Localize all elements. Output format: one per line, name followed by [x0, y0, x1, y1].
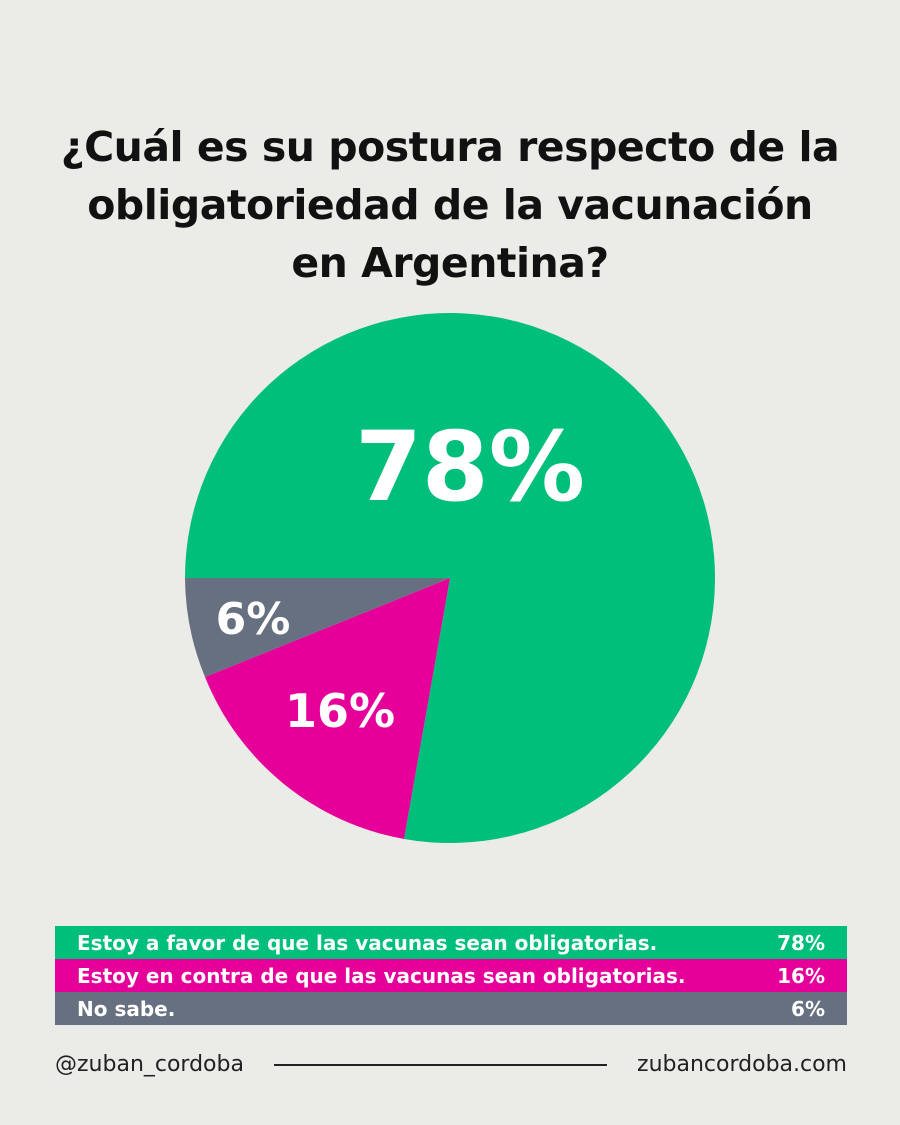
- chart-title: ¿Cuál es su postura respecto de la oblig…: [0, 118, 900, 292]
- pie-slice-contra: [205, 578, 450, 839]
- legend-row-contra: Estoy en contra de que las vacunas sean …: [55, 959, 847, 992]
- title-line: ¿Cuál es su postura respecto de la: [60, 123, 840, 171]
- pie-chart: 78% 16% 6%: [185, 313, 715, 844]
- legend-row-favor: Estoy a favor de que las vacunas sean ob…: [55, 926, 847, 959]
- pie-label-favor: 78%: [355, 411, 585, 523]
- pie-label-nosabe: 6%: [216, 594, 291, 645]
- social-handle: @zuban_cordoba: [55, 1052, 244, 1077]
- website-link: zubancordoba.com: [637, 1052, 847, 1077]
- legend-label: No sabe.: [77, 996, 176, 1021]
- title-line: en Argentina?: [291, 239, 609, 287]
- pie-label-contra: 16%: [285, 684, 395, 738]
- legend: Estoy a favor de que las vacunas sean ob…: [55, 926, 847, 1025]
- divider: [273, 1063, 608, 1066]
- footer: @zuban_cordoba zubancordoba.com: [55, 1052, 847, 1077]
- legend-label: Estoy en contra de que las vacunas sean …: [77, 963, 686, 988]
- pie-slice-nosabe: [185, 578, 450, 677]
- legend-value: 78%: [777, 930, 825, 955]
- legend-row-nosabe: No sabe. 6%: [55, 992, 847, 1025]
- legend-value: 16%: [777, 963, 825, 988]
- title-line: obligatoriedad de la vacunación: [87, 181, 813, 229]
- pie-slice-favor: [185, 313, 715, 844]
- legend-label: Estoy a favor de que las vacunas sean ob…: [77, 930, 658, 955]
- legend-value: 6%: [791, 996, 825, 1021]
